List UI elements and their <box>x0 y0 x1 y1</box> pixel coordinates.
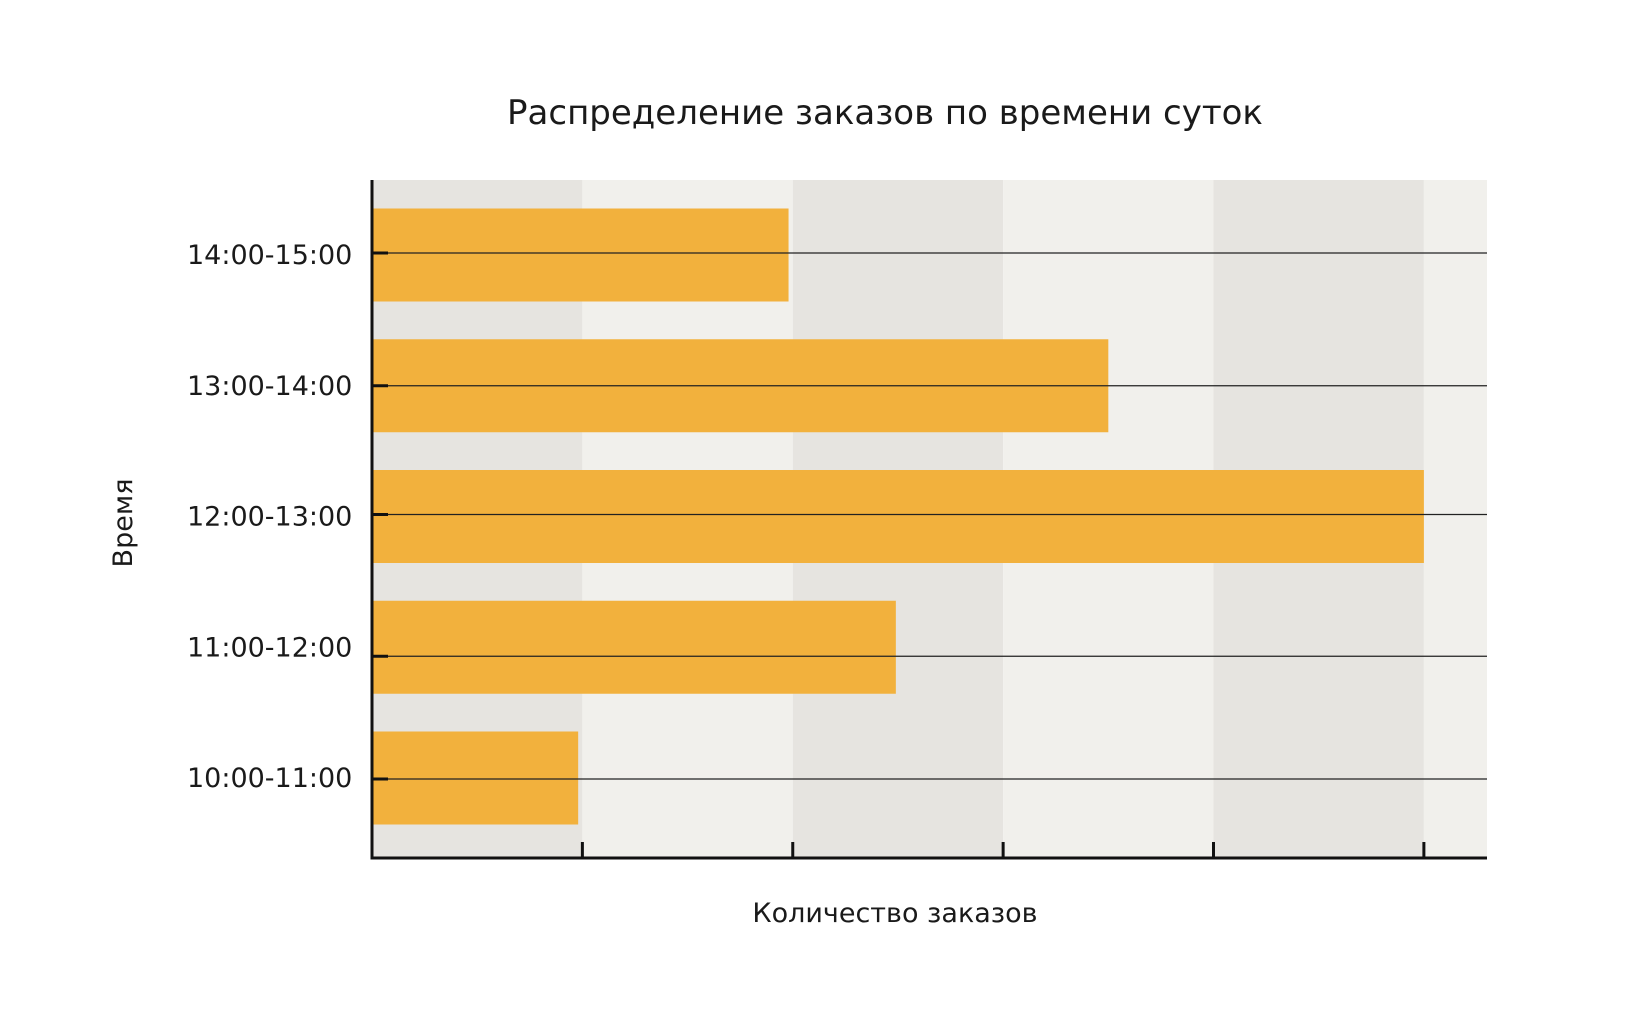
background-band <box>1423 180 1487 858</box>
bar <box>372 470 1424 563</box>
x-axis-label: Количество заказов <box>752 898 1037 929</box>
chart-title: Распределение заказов по времени суток <box>507 93 1263 133</box>
bars <box>372 208 1424 825</box>
bar <box>372 208 789 302</box>
axes <box>370 180 1487 860</box>
y-tick-label: 14:00-15:00 <box>187 240 352 271</box>
y-tick-label: 13:00-14:00 <box>187 371 352 402</box>
y-tick-label: 10:00-11:00 <box>187 763 352 794</box>
y-tick-label: 12:00-13:00 <box>187 502 352 533</box>
y-tick-labels: 14:00-15:00 13:00-14:00 12:00-13:00 11:00-1… <box>187 240 352 794</box>
gridlines <box>372 252 1487 780</box>
bar <box>372 600 896 694</box>
bar <box>372 731 579 825</box>
y-axis-label: Время <box>108 479 139 568</box>
y-tick-label: 11:00-12:00 <box>187 632 352 663</box>
